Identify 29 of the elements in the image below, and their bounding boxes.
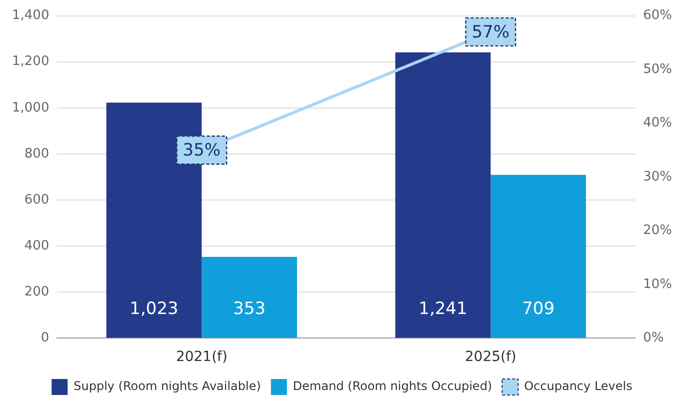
data-label: 1,241 bbox=[418, 299, 468, 320]
y-tick-label: 1,400 bbox=[12, 8, 50, 24]
bar bbox=[202, 256, 298, 338]
legend-label: Occupancy Levels bbox=[524, 379, 632, 394]
y2-tick-label: 30% bbox=[643, 169, 672, 184]
y2-tick-label: 20% bbox=[643, 223, 672, 238]
data-label: 709 bbox=[522, 299, 555, 320]
y2-tick-label: 60% bbox=[643, 8, 672, 24]
y2-tick-label: 50% bbox=[643, 62, 672, 77]
data-label: 353 bbox=[233, 299, 266, 320]
x-tick-label: 2025(f) bbox=[464, 349, 516, 366]
x-tick-label: 2021(f) bbox=[176, 349, 228, 366]
y-tick-label: 1,000 bbox=[12, 100, 50, 116]
y-tick-label: 800 bbox=[24, 146, 50, 162]
y-tick-label: 200 bbox=[24, 284, 50, 300]
y-tick-label: 600 bbox=[24, 192, 50, 208]
y-tick-label: 0 bbox=[40, 330, 50, 346]
y2-tick-label: 40% bbox=[643, 116, 672, 131]
legend-label: Demand (Room nights Occupied) bbox=[292, 379, 492, 394]
y2-tick-label: 10% bbox=[643, 276, 672, 292]
data-label: 35% bbox=[182, 140, 221, 161]
bar bbox=[395, 52, 491, 338]
legend-label: Supply (Room nights Available) bbox=[74, 379, 261, 394]
data-label: 1,023 bbox=[130, 299, 178, 320]
y-tick-label: 400 bbox=[24, 238, 50, 254]
data-label: 57% bbox=[472, 22, 510, 42]
bar bbox=[490, 174, 586, 338]
y2-tick-label: 0% bbox=[643, 330, 664, 346]
y-tick-label: 1,200 bbox=[12, 54, 50, 70]
